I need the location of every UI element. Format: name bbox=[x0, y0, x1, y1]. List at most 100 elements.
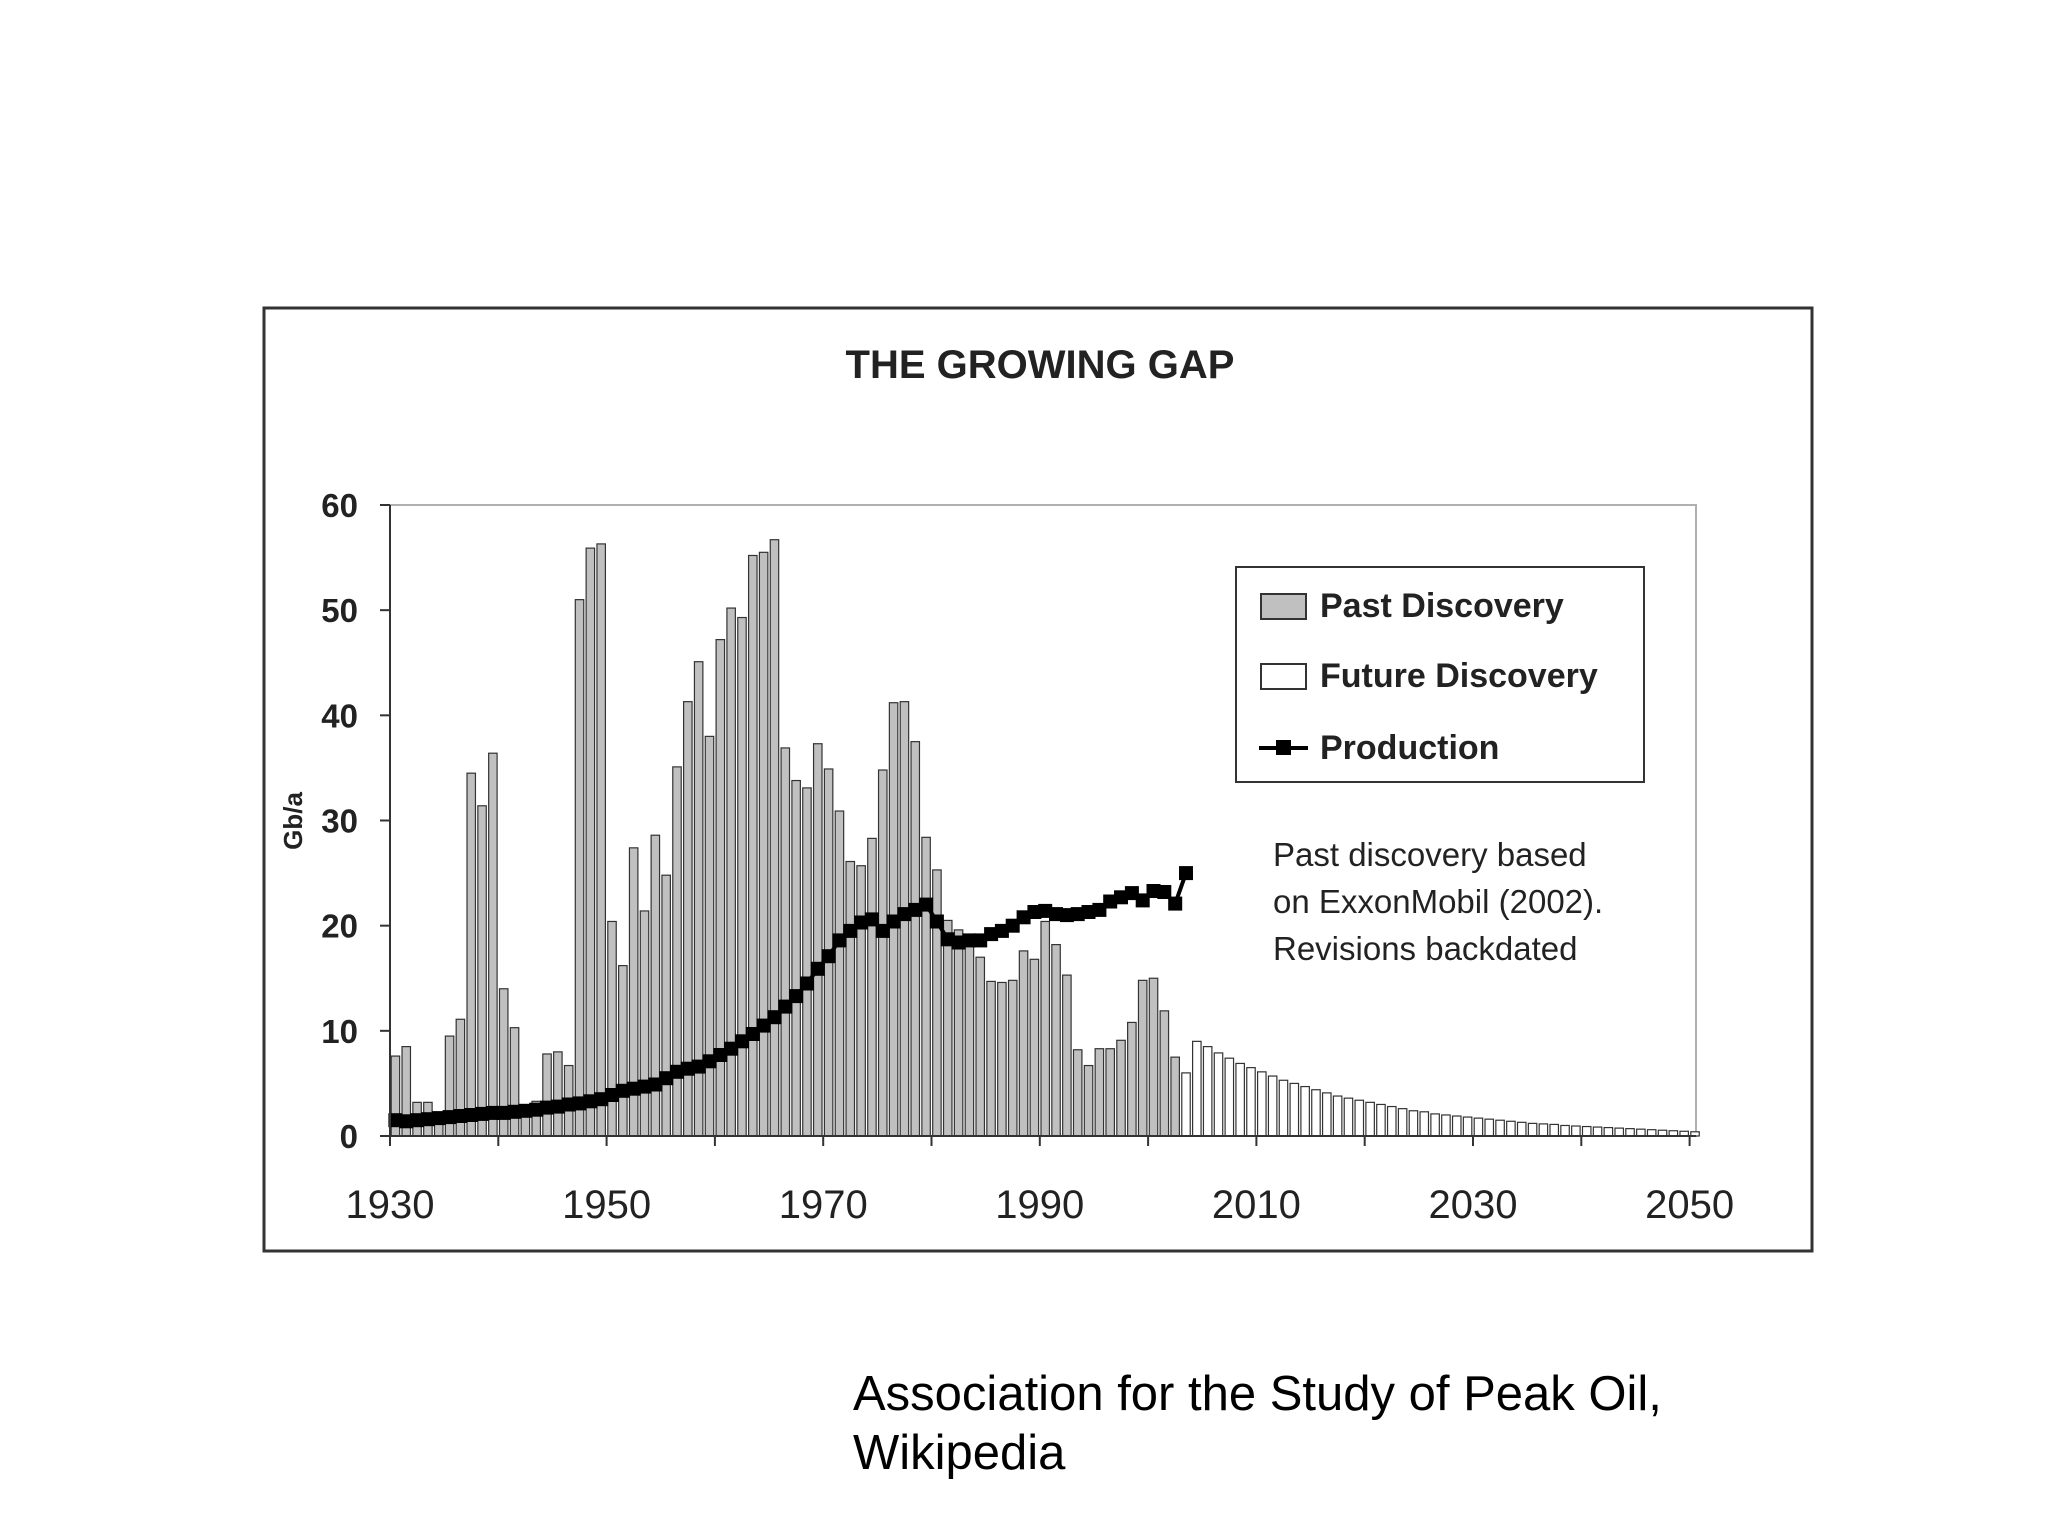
production-point-1969 bbox=[810, 961, 825, 976]
past-discovery-bar-1951 bbox=[618, 965, 628, 1137]
future-discovery-bar-2043 bbox=[1614, 1127, 1625, 1137]
future-discovery-bar-2004 bbox=[1192, 1040, 1202, 1137]
future-discovery-bar-2014 bbox=[1300, 1085, 1310, 1137]
future-discovery-bar-2032 bbox=[1495, 1119, 1505, 1137]
y-tick-label-60: 60 bbox=[321, 487, 358, 524]
future-discovery-bar-2013 bbox=[1289, 1082, 1300, 1137]
production-point-1943 bbox=[529, 1102, 544, 1117]
future-discovery-bar-2012 bbox=[1278, 1079, 1289, 1137]
past-discovery-bar-1994 bbox=[1083, 1064, 1094, 1137]
past-discovery-bar-1961 bbox=[726, 607, 736, 1137]
production-point-1966 bbox=[778, 999, 793, 1014]
past-discovery-bar-1956 bbox=[672, 766, 682, 1137]
past-discovery-bar-1979 bbox=[921, 836, 931, 1137]
production-point-1961 bbox=[724, 1041, 739, 1056]
future-discovery-bar-2025 bbox=[1419, 1111, 1430, 1137]
future-discovery-bar-2036 bbox=[1538, 1123, 1549, 1137]
production-point-1983 bbox=[962, 933, 977, 948]
x-tick-label-2010: 2010 bbox=[1212, 1183, 1301, 1227]
future-discovery-bar-2003 bbox=[1181, 1072, 1191, 1137]
future-discovery-bar-2037 bbox=[1549, 1123, 1560, 1137]
past-discovery-bar-1939 bbox=[488, 752, 498, 1137]
future-discovery-bar-2035 bbox=[1527, 1122, 1538, 1137]
production-point-1968 bbox=[800, 976, 814, 991]
caption-line-2: Wikipedia bbox=[853, 1426, 1066, 1480]
annotation-line-3: Revisions backdated bbox=[1273, 930, 1578, 967]
chart-title: THE GROWING GAP bbox=[846, 343, 1235, 387]
production-point-1990 bbox=[1038, 903, 1053, 918]
future-discovery-bar-2008 bbox=[1235, 1062, 1245, 1137]
production-point-1967 bbox=[789, 989, 804, 1004]
past-discovery-bar-1974 bbox=[867, 837, 877, 1137]
production-point-1941 bbox=[507, 1104, 522, 1119]
y-tick-label-50: 50 bbox=[321, 592, 358, 629]
past-discovery-bar-1938 bbox=[477, 805, 487, 1137]
past-discovery-bar-1962 bbox=[737, 616, 747, 1137]
past-discovery-bar-1965 bbox=[769, 539, 780, 1137]
production-point-1930 bbox=[388, 1113, 403, 1128]
future-discovery-bar-2018 bbox=[1343, 1097, 1354, 1137]
past-discovery-bar-1955 bbox=[661, 874, 671, 1137]
past-discovery-bar-1971 bbox=[834, 810, 845, 1137]
past-discovery-bar-1993 bbox=[1072, 1049, 1083, 1137]
production-point-1987 bbox=[1005, 918, 1020, 933]
production-point-1938 bbox=[475, 1106, 490, 1121]
y-tick-label-20: 20 bbox=[321, 908, 358, 945]
future-discovery-bar-2044 bbox=[1625, 1128, 1635, 1137]
past-discovery-bar-1967 bbox=[791, 779, 801, 1137]
production-point-2000 bbox=[1146, 884, 1161, 898]
past-discovery-bar-1998 bbox=[1127, 1021, 1137, 1137]
x-tick-label-1990: 1990 bbox=[995, 1183, 1084, 1227]
production-point-1972 bbox=[843, 923, 858, 938]
production-point-1957 bbox=[680, 1061, 695, 1076]
production-point-1974 bbox=[864, 912, 879, 927]
future-discovery-bar-2011 bbox=[1267, 1075, 1278, 1137]
past-discovery-bar-1964 bbox=[758, 551, 769, 1137]
legend-label-future-discovery: Future Discovery bbox=[1320, 657, 1598, 695]
past-discovery-bar-1963 bbox=[747, 554, 758, 1137]
past-discovery-bar-2000 bbox=[1148, 977, 1159, 1137]
x-tick-label-1970: 1970 bbox=[779, 1183, 868, 1227]
past-discovery-bar-1980 bbox=[932, 869, 942, 1137]
past-discovery-bar-1983 bbox=[964, 941, 975, 1137]
past-discovery-bar-1953 bbox=[639, 910, 650, 1137]
past-discovery-bar-1988 bbox=[1018, 950, 1029, 1137]
past-discovery-bar-1991 bbox=[1051, 943, 1061, 1137]
future-discovery-bar-2016 bbox=[1321, 1092, 1332, 1137]
past-discovery-bar-1941 bbox=[509, 1027, 520, 1137]
annotation: Past discovery based on ExxonMobil (2002… bbox=[1273, 836, 1603, 967]
y-tick-label-10: 10 bbox=[321, 1013, 358, 1050]
future-discovery-bar-2021 bbox=[1376, 1103, 1386, 1137]
production-point-1965 bbox=[767, 1010, 782, 1025]
future-discovery-bar-2027 bbox=[1441, 1114, 1451, 1137]
future-discovery-bar-2034 bbox=[1516, 1121, 1527, 1137]
production-point-1942 bbox=[518, 1103, 533, 1118]
future-discovery-bar-2029 bbox=[1462, 1116, 1473, 1137]
production-point-1992 bbox=[1059, 908, 1074, 923]
past-discovery-bar-1950 bbox=[607, 920, 617, 1137]
future-discovery-bar-2015 bbox=[1311, 1089, 1321, 1137]
past-discovery-bar-1984 bbox=[975, 956, 986, 1137]
production-point-1981 bbox=[940, 932, 955, 947]
past-discovery-bar-1945 bbox=[553, 1051, 563, 1137]
past-discovery-bar-1978 bbox=[910, 741, 921, 1137]
production-point-1984 bbox=[973, 933, 988, 948]
production-point-1977 bbox=[897, 907, 912, 922]
future-discovery-bar-2041 bbox=[1592, 1126, 1603, 1137]
annotation-line-1: Past discovery based bbox=[1273, 836, 1587, 873]
future-discovery-bar-2030 bbox=[1473, 1117, 1484, 1137]
future-discovery-bar-2026 bbox=[1430, 1113, 1440, 1137]
past-discovery-bar-1989 bbox=[1029, 958, 1040, 1137]
past-discovery-bar-1966 bbox=[780, 747, 791, 1137]
production-point-1986 bbox=[994, 923, 1009, 938]
x-tick-label-1930: 1930 bbox=[346, 1183, 435, 1227]
production-point-1963 bbox=[745, 1027, 760, 1041]
future-discovery-bar-2019 bbox=[1354, 1099, 1365, 1137]
future-discovery-bar-2010 bbox=[1256, 1071, 1267, 1137]
production-point-1993 bbox=[1070, 907, 1085, 922]
production-point-1958 bbox=[691, 1059, 706, 1074]
future-discovery-bar-2020 bbox=[1365, 1101, 1375, 1137]
production-point-1962 bbox=[735, 1034, 749, 1049]
production-point-1971 bbox=[832, 933, 847, 948]
